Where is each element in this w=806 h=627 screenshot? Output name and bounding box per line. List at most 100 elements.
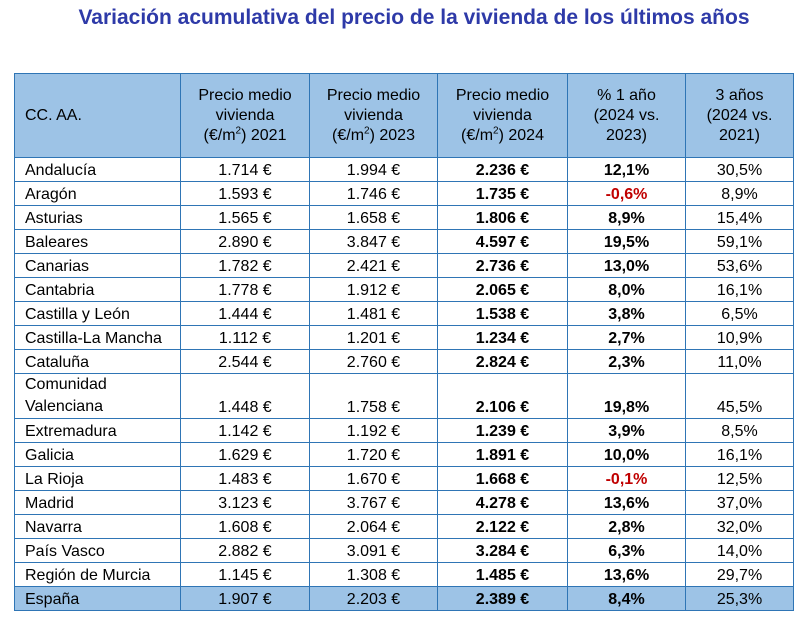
var-3y-cell: 30,5%	[685, 157, 794, 182]
price-2024-cell: 1.891 €	[437, 442, 568, 467]
var-1y-cell: -0,6%	[567, 181, 686, 206]
var-3y-cell: 25,3%	[685, 586, 794, 611]
region-cell: Comunidad Valenciana	[14, 373, 181, 419]
header-line: vivienda	[215, 106, 275, 124]
total-row: España 1.907 € 2.203 € 2.389 € 8,4% 25,3…	[14, 586, 794, 611]
header-row: CC. AA. Precio medio vivienda (€/m2) 202…	[14, 73, 794, 158]
price-2023-cell: 1.192 €	[309, 418, 438, 443]
price-2023-cell: 2.760 €	[309, 349, 438, 374]
region-line: Comunidad	[25, 376, 107, 393]
var-1y-cell: 2,7%	[567, 325, 686, 350]
var-3y-cell: 8,9%	[685, 181, 794, 206]
price-2023-cell: 1.720 €	[309, 442, 438, 467]
var-1y-cell: 19,8%	[567, 373, 686, 419]
price-2023-cell: 1.758 €	[309, 373, 438, 419]
price-2024-cell: 2.824 €	[437, 349, 568, 374]
price-2023-cell: 1.481 €	[309, 301, 438, 326]
region-cell: Región de Murcia	[14, 562, 181, 587]
table-row: Baleares 2.890 € 3.847 € 4.597 € 19,5% 5…	[14, 229, 794, 254]
var-3y-cell: 6,5%	[685, 301, 794, 326]
var-1y-cell: 13,6%	[567, 562, 686, 587]
table-row: Aragón 1.593 € 1.746 € 1.735 € -0,6% 8,9…	[14, 181, 794, 206]
table-row: Cantabria 1.778 € 1.912 € 2.065 € 8,0% 1…	[14, 277, 794, 302]
region-cell: Cantabria	[14, 277, 181, 302]
table-row: Región de Murcia 1.145 € 1.308 € 1.485 €…	[14, 562, 794, 587]
price-2023-cell: 2.203 €	[309, 586, 438, 611]
price-2023-cell: 3.767 €	[309, 490, 438, 515]
price-2021-cell: 2.882 €	[180, 538, 310, 563]
region-cell: Canarias	[14, 253, 181, 278]
table-row: Canarias 1.782 € 2.421 € 2.736 € 13,0% 5…	[14, 253, 794, 278]
header-line: Precio medio	[326, 86, 421, 104]
price-2024-cell: 1.806 €	[437, 205, 568, 230]
price-2021-cell: 1.483 €	[180, 466, 310, 491]
price-2023-cell: 1.308 €	[309, 562, 438, 587]
header-unit: (€/m	[332, 126, 365, 144]
region-cell: Madrid	[14, 490, 181, 515]
price-2024-cell: 2.389 €	[437, 586, 568, 611]
header-line: vivienda	[473, 106, 532, 124]
region-cell: Aragón	[14, 181, 181, 206]
price-2024-cell: 1.668 €	[437, 466, 568, 491]
price-2023-cell: 3.847 €	[309, 229, 438, 254]
price-2021-cell: 1.907 €	[180, 586, 310, 611]
var-1y-cell: 8,4%	[567, 586, 686, 611]
price-2021-cell: 1.565 €	[180, 205, 310, 230]
header-line: Precio medio	[198, 86, 292, 104]
region-cell: La Rioja	[14, 466, 181, 491]
price-2024-cell: 1.735 €	[437, 181, 568, 206]
header-year: ) 2024	[498, 126, 544, 144]
var-3y-cell: 32,0%	[685, 514, 794, 539]
table-row: Castilla y León 1.444 € 1.481 € 1.538 € …	[14, 301, 794, 326]
price-2024-cell: 3.284 €	[437, 538, 568, 563]
price-2024-cell: 2.236 €	[437, 157, 568, 182]
price-2023-cell: 1.658 €	[309, 205, 438, 230]
table-row: Andalucía 1.714 € 1.994 € 2.236 € 12,1% …	[14, 157, 794, 182]
header-price-2024: Precio medio vivienda (€/m2) 2024	[437, 73, 568, 158]
region-cell: Cataluña	[14, 349, 181, 374]
var-3y-cell: 15,4%	[685, 205, 794, 230]
price-2021-cell: 2.890 €	[180, 229, 310, 254]
price-2021-cell: 1.714 €	[180, 157, 310, 182]
price-2021-cell: 1.593 €	[180, 181, 310, 206]
price-2023-cell: 1.201 €	[309, 325, 438, 350]
price-2023-cell: 1.670 €	[309, 466, 438, 491]
var-1y-cell: 8,9%	[567, 205, 686, 230]
var-3y-cell: 8,5%	[685, 418, 794, 443]
price-2024-cell: 2.122 €	[437, 514, 568, 539]
region-cell: Baleares	[14, 229, 181, 254]
price-2021-cell: 1.142 €	[180, 418, 310, 443]
table-row: Madrid 3.123 € 3.767 € 4.278 € 13,6% 37,…	[14, 490, 794, 515]
price-2021-cell: 3.123 €	[180, 490, 310, 515]
price-2023-cell: 1.994 €	[309, 157, 438, 182]
table-row: Cataluña 2.544 € 2.760 € 2.824 € 2,3% 11…	[14, 349, 794, 374]
region-cell: Galicia	[14, 442, 181, 467]
price-2023-cell: 2.064 €	[309, 514, 438, 539]
region-cell: Extremadura	[14, 418, 181, 443]
region-cell: Asturias	[14, 205, 181, 230]
price-2024-cell: 1.234 €	[437, 325, 568, 350]
price-2021-cell: 1.782 €	[180, 253, 310, 278]
header-sup: 2	[493, 125, 499, 137]
header-price-2021: Precio medio vivienda (€/m2) 2021	[180, 73, 310, 158]
region-cell: Navarra	[14, 514, 181, 539]
table-row: Castilla-La Mancha 1.112 € 1.201 € 1.234…	[14, 325, 794, 350]
var-1y-cell: 3,9%	[567, 418, 686, 443]
price-2023-cell: 1.746 €	[309, 181, 438, 206]
price-2024-cell: 2.736 €	[437, 253, 568, 278]
var-1y-cell: -0,1%	[567, 466, 686, 491]
var-3y-cell: 11,0%	[685, 349, 794, 374]
header-year: ) 2023	[369, 126, 415, 144]
region-line: Valenciana	[25, 398, 103, 415]
var-3y-cell: 16,1%	[685, 442, 794, 467]
table-row: Comunidad Valenciana 1.448 € 1.758 € 2.1…	[14, 373, 794, 419]
table-row: Galicia 1.629 € 1.720 € 1.891 € 10,0% 16…	[14, 442, 794, 467]
var-1y-cell: 13,0%	[567, 253, 686, 278]
var-3y-cell: 12,5%	[685, 466, 794, 491]
header-line: 3 años	[715, 86, 764, 104]
var-1y-cell: 3,8%	[567, 301, 686, 326]
price-2023-cell: 1.912 €	[309, 277, 438, 302]
price-2024-cell: 1.538 €	[437, 301, 568, 326]
price-2021-cell: 1.112 €	[180, 325, 310, 350]
price-2021-cell: 1.448 €	[180, 373, 310, 419]
